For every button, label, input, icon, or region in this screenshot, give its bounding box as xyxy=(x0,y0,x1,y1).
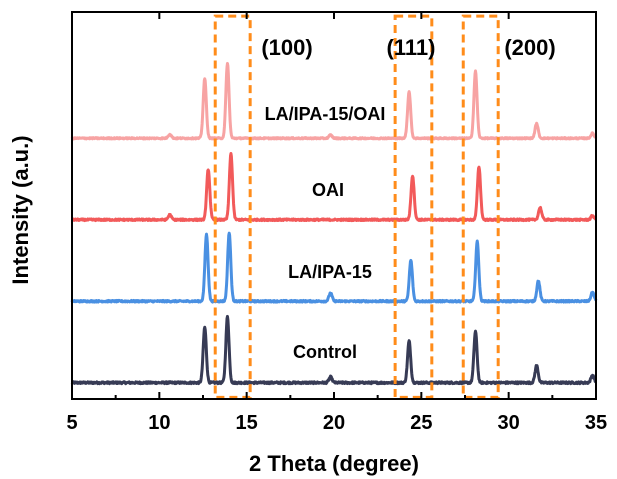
annotation-box-0 xyxy=(213,14,252,399)
series-label-3: LA/IPA-15/OAI xyxy=(265,104,386,124)
x-tick-label-3: 20 xyxy=(323,412,345,434)
x-tick-label-1: 10 xyxy=(148,412,170,434)
annotation-box-1 xyxy=(393,14,434,399)
x-tick-label-2: 15 xyxy=(236,412,258,434)
plot-area xyxy=(70,61,598,386)
x-tick-label-6: 35 xyxy=(585,412,607,434)
x-tick-label-0: 5 xyxy=(66,412,77,434)
series-label-1: LA/IPA-15 xyxy=(288,262,372,282)
annotation-layer xyxy=(213,14,500,399)
series-line-2 xyxy=(70,151,598,223)
y-axis-title: Intensity (a.u.) xyxy=(8,135,33,284)
labels-layer: (100) (111) (200) Control LA/IPA-15 OAI LA/IPA… xyxy=(261,35,555,362)
series-line-0 xyxy=(70,314,598,386)
plane-label-1: (111) xyxy=(387,35,436,60)
axes: 5 10 15 20 25 30 35 xyxy=(66,11,607,434)
plane-label-2: (200) xyxy=(504,35,555,60)
x-axis-title: 2 Theta (degree) xyxy=(249,451,419,476)
x-tick-label-5: 30 xyxy=(498,412,520,434)
series-label-2: OAI xyxy=(312,180,344,200)
annotation-box-2 xyxy=(461,14,500,399)
x-tick-label-4: 25 xyxy=(410,412,432,434)
series-label-0: Control xyxy=(293,342,357,362)
plot-frame xyxy=(71,11,597,400)
plane-label-0: (100) xyxy=(261,35,312,60)
series-line-3 xyxy=(70,61,598,141)
series-line-1 xyxy=(70,231,598,304)
